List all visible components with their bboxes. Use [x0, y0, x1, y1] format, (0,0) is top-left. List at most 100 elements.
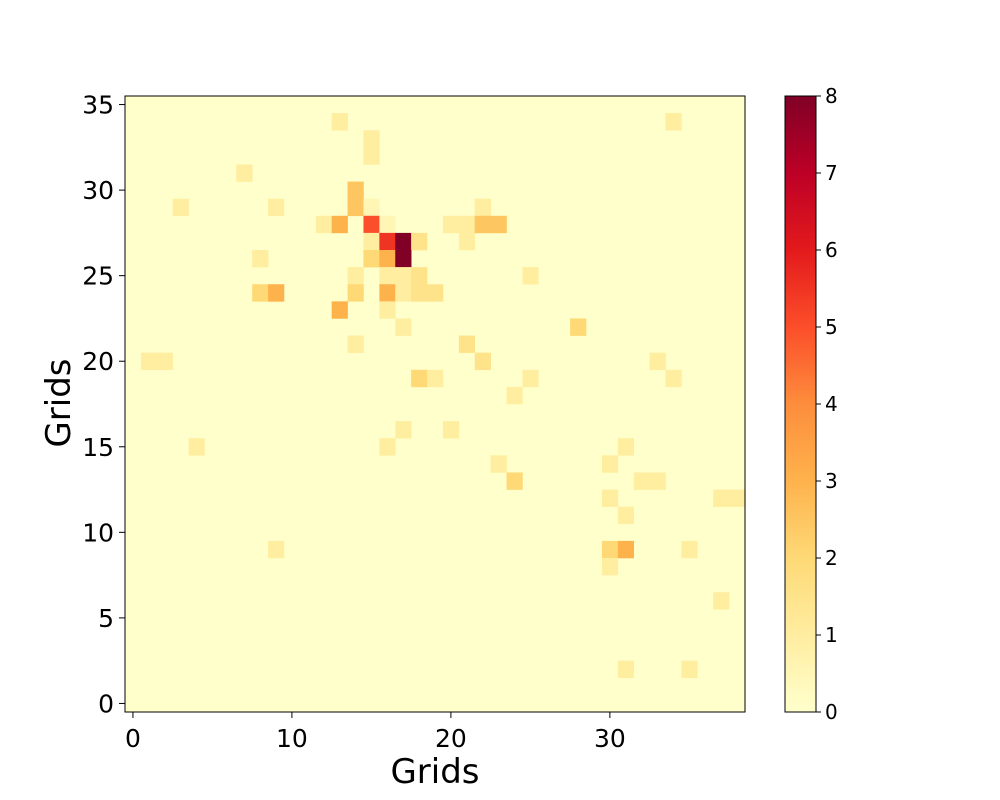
y-axis-title: Grids — [39, 358, 79, 447]
heatmap-cell — [379, 250, 396, 268]
heatmap-cell — [713, 489, 730, 507]
heatmap-cell — [458, 335, 476, 353]
y-tick-label: 25 — [82, 262, 114, 291]
x-tick-label: 20 — [435, 724, 467, 753]
heatmap-cell — [427, 284, 444, 302]
heatmap-cell — [331, 113, 348, 131]
heatmap-cell — [363, 232, 380, 251]
heatmap-cell — [156, 352, 173, 371]
y-tick-label: 35 — [82, 91, 114, 120]
heatmap-cell — [379, 267, 396, 285]
heatmap-cell — [188, 438, 205, 456]
y-tick-label: 5 — [98, 604, 114, 633]
colorbar-tick-label: 5 — [825, 315, 838, 339]
heatmap-cell — [411, 232, 428, 251]
heatmap-cell — [601, 558, 619, 576]
heatmap-cell — [363, 250, 380, 268]
heatmap-cell — [458, 232, 476, 251]
x-axis-title: Grids — [390, 752, 479, 792]
y-tick-label: 20 — [82, 347, 114, 376]
heatmap-cell — [268, 284, 285, 302]
heatmap-cell — [363, 147, 380, 165]
heatmap-cell — [490, 455, 507, 473]
x-tick-label: 30 — [594, 724, 626, 753]
heatmap-cell — [601, 540, 619, 559]
heatmap-cell — [268, 198, 285, 217]
colorbar-tick-label: 4 — [825, 392, 838, 416]
y-axis-ticks: 0 5 10 15 20 25 30 35 — [82, 91, 125, 718]
heatmap-cell — [506, 472, 523, 490]
heatmap-cell — [395, 318, 412, 336]
heatmap-cell — [379, 301, 396, 319]
heatmap-cell — [395, 421, 412, 439]
heatmap-cell — [252, 284, 269, 302]
y-tick-label: 30 — [82, 176, 114, 205]
heatmap-cell — [681, 660, 698, 679]
heatmap-cell — [140, 352, 158, 371]
colorbar-tick-label: 2 — [825, 546, 838, 570]
heatmap-cell — [411, 284, 428, 302]
heatmap-cell — [379, 215, 396, 234]
heatmap-cell — [601, 489, 619, 507]
heatmap-cell — [427, 369, 444, 388]
heatmap-cell — [395, 232, 412, 251]
heatmap-cell — [474, 198, 491, 217]
heatmap-cell — [442, 421, 460, 439]
y-tick-label: 10 — [82, 518, 114, 547]
heatmap-cell — [331, 215, 348, 234]
x-tick-label: 0 — [125, 724, 141, 753]
heatmap-cell — [379, 232, 396, 251]
heatmap-cells — [140, 113, 746, 679]
heatmap-cell — [347, 181, 364, 199]
heatmap-cell — [395, 284, 412, 302]
colorbar-tick-label: 0 — [825, 700, 838, 724]
colorbar-tick-label: 7 — [825, 161, 838, 185]
heatmap-cell — [713, 592, 730, 610]
heatmap-cell — [347, 267, 364, 285]
heatmap-cell — [665, 113, 682, 131]
heatmap-cell — [617, 438, 635, 456]
heatmap-cell — [649, 472, 666, 490]
heatmap-cell — [331, 301, 348, 319]
heatmap-cell — [315, 215, 332, 234]
heatmap-cell — [458, 215, 476, 234]
heatmap-cell — [490, 215, 507, 234]
heatmap-cell — [729, 489, 746, 507]
heatmap-background — [125, 96, 745, 712]
heatmap-cell — [617, 506, 635, 525]
heatmap-cell — [379, 438, 396, 456]
heatmap-cell — [474, 352, 491, 371]
x-axis-ticks: 0 10 20 30 — [125, 712, 626, 753]
colorbar-tick-label: 8 — [825, 84, 838, 108]
colorbar-tick-label: 6 — [825, 238, 838, 262]
heatmap-cell — [617, 540, 635, 559]
heatmap-cell — [347, 198, 364, 217]
colorbar-tick-label: 1 — [825, 623, 838, 647]
heatmap-cell — [570, 318, 587, 336]
plot-frame — [124, 95, 746, 713]
heatmap-cell — [395, 267, 412, 285]
heatmap-cell — [363, 130, 380, 148]
colorbar-tick-label: 3 — [825, 469, 838, 493]
heatmap-cell — [617, 660, 635, 679]
heatmap-cell — [506, 386, 523, 405]
heatmap-cell — [268, 540, 285, 559]
heatmap-cell — [665, 369, 682, 388]
colorbar: 0 1 2 3 4 5 6 7 8 — [784, 84, 838, 724]
heatmap-cell — [172, 198, 189, 217]
heatmap-cell — [347, 284, 364, 302]
heatmap-cell — [522, 369, 539, 388]
heatmap-cell — [379, 284, 396, 302]
heatmap-cell — [442, 215, 460, 234]
heatmap-cell — [633, 472, 650, 490]
heatmap-cell — [649, 352, 666, 371]
colorbar-ticks: 0 1 2 3 4 5 6 7 8 — [816, 84, 838, 724]
heatmap-cell — [252, 250, 269, 268]
heatmap-cell — [474, 215, 491, 234]
heatmap-cell — [681, 540, 698, 559]
heatmap-cell — [601, 455, 619, 473]
heatmap-cell — [363, 215, 380, 234]
heatmap-cell — [522, 267, 539, 285]
plot-area: 0 10 20 30 0 5 10 15 20 25 30 35 — [82, 91, 746, 753]
